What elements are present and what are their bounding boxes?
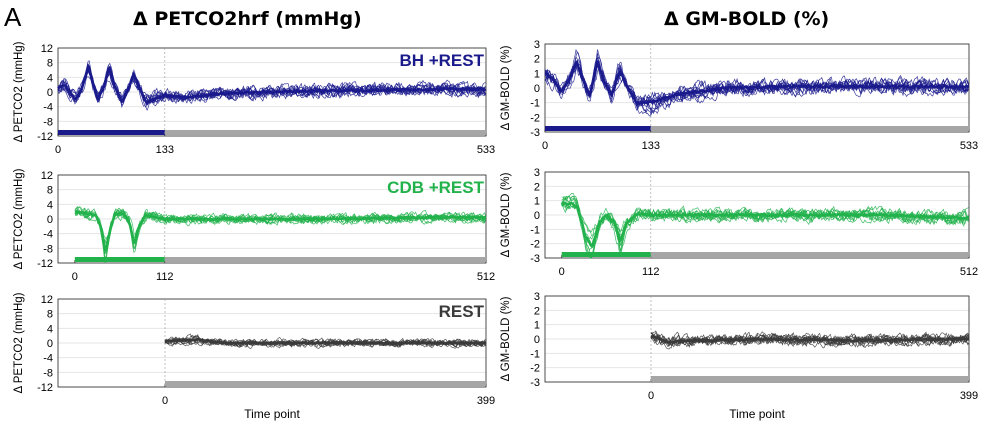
ylabel: Δ GM-BOLD (%) [500, 45, 512, 130]
xtick-label: 512 [960, 266, 978, 278]
mean-trace [74, 210, 487, 255]
ytick-label: -8 [43, 367, 53, 379]
xtick-label: 0 [72, 271, 78, 283]
ytick-label: -3 [530, 253, 540, 265]
ytick-label: 0 [534, 210, 540, 222]
xtick-label: 512 [477, 271, 495, 283]
panel-letter: A [4, 2, 22, 32]
ytick-label: 8 [47, 58, 53, 70]
subject-trace [561, 196, 969, 252]
left-column-title: Δ PETCO2hrf (mmHg) [133, 8, 362, 30]
condition-label: REST [439, 302, 485, 321]
ylabel: Δ PETCO2 (mmHg) [13, 41, 25, 142]
ytick-label: 4 [47, 72, 53, 84]
ytick-label: 12 [41, 170, 53, 182]
task-period-bar [58, 130, 165, 135]
xtick-label: 0 [648, 390, 654, 402]
xtick-label: 0 [55, 144, 61, 156]
xtick-label: 112 [642, 266, 660, 278]
rest-period-bar [164, 257, 486, 262]
rest-period-bar [651, 376, 969, 381]
ytick-label: -8 [43, 116, 53, 128]
ytick-label: -4 [43, 102, 53, 114]
ytick-label: -8 [43, 243, 53, 255]
subject-trace [561, 195, 969, 259]
ytick-label: 0 [47, 214, 53, 226]
ytick-label: 0 [534, 334, 540, 346]
ytick-label: 2 [534, 181, 540, 193]
xtick-label: 133 [642, 140, 660, 152]
mean-trace [544, 59, 969, 107]
ylabel: Δ PETCO2 (mmHg) [13, 168, 25, 269]
task-period-bar [545, 126, 651, 131]
xtick-label: 112 [156, 271, 174, 283]
mean-trace [57, 62, 487, 106]
ytick-label: 0 [47, 338, 53, 350]
condition-label: CDB +REST [387, 178, 484, 197]
ytick-label: -1 [530, 224, 540, 236]
xtick-label: 0 [559, 266, 565, 278]
task-period-bar [74, 257, 165, 262]
ytick-label: -12 [37, 382, 53, 394]
xlabel: Time point [244, 407, 300, 421]
ytick-label: 8 [47, 185, 53, 197]
xtick-label: 0 [162, 395, 168, 407]
ytick-label: 1 [534, 320, 540, 332]
xtick-label: 533 [960, 140, 978, 152]
mean-trace [560, 201, 969, 248]
ytick-label: 2 [534, 54, 540, 66]
ytick-label: 0 [534, 83, 540, 95]
ytick-label: -12 [37, 131, 53, 143]
rest-period-bar [165, 381, 486, 386]
task-period-bar [561, 252, 651, 257]
xtick-label: 399 [960, 390, 978, 402]
xtick-label: 399 [477, 395, 495, 407]
rest-period-bar [164, 130, 486, 135]
ytick-label: 2 [534, 305, 540, 317]
ytick-label: 4 [47, 323, 53, 335]
ylabel: Δ GM-BOLD (%) [500, 296, 512, 381]
ytick-label: 1 [534, 68, 540, 80]
axes-frame [57, 174, 487, 264]
xtick-label: 533 [477, 144, 495, 156]
ylabel: Δ GM-BOLD (%) [500, 172, 512, 257]
ytick-label: 4 [47, 199, 53, 211]
ytick-label: -4 [43, 353, 53, 365]
ytick-label: -2 [530, 112, 540, 124]
ytick-label: 12 [41, 43, 53, 55]
ytick-label: -2 [530, 363, 540, 375]
ytick-label: 3 [534, 167, 540, 179]
ytick-label: -2 [530, 239, 540, 251]
ytick-label: -1 [530, 348, 540, 360]
ytick-label: 8 [47, 309, 53, 321]
ytick-label: 0 [47, 87, 53, 99]
subject-trace [561, 197, 969, 259]
right-column-title: Δ GM-BOLD (%) [664, 8, 830, 30]
xtick-label: 0 [542, 140, 548, 152]
ytick-label: 3 [534, 291, 540, 303]
ytick-label: -1 [530, 98, 540, 110]
axes-frame [544, 171, 970, 259]
rest-period-bar [650, 252, 969, 257]
mean-trace [164, 337, 487, 346]
ylabel: Δ PETCO2 (mmHg) [13, 292, 25, 393]
mean-trace [650, 334, 970, 344]
ytick-label: 1 [534, 196, 540, 208]
rest-period-bar [650, 126, 969, 131]
axes-frame [544, 43, 970, 133]
xlabel: Time point [729, 407, 785, 421]
ytick-label: 3 [534, 39, 540, 51]
condition-label: BH +REST [399, 51, 484, 70]
xtick-label: 133 [156, 144, 174, 156]
ytick-label: -3 [530, 127, 540, 139]
ytick-label: -3 [530, 377, 540, 389]
ytick-label: -4 [43, 229, 53, 241]
ytick-label: -12 [37, 258, 53, 270]
ytick-label: 12 [41, 294, 53, 306]
